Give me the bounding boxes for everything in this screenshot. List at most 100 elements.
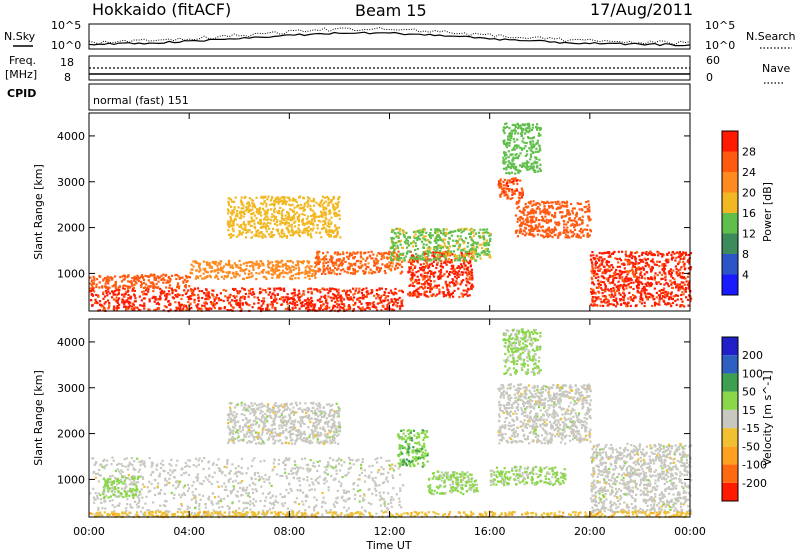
power-cell	[226, 309, 229, 312]
power-cell	[257, 302, 260, 305]
power-cell	[676, 294, 680, 297]
power-cell	[437, 235, 440, 238]
power-cell	[385, 256, 388, 259]
power-cell	[522, 209, 525, 212]
power-cell	[245, 206, 248, 209]
power-cell	[639, 273, 642, 276]
power-cell	[559, 231, 562, 234]
power-cell	[351, 299, 355, 302]
power-cell	[316, 290, 319, 293]
power-cell	[303, 204, 306, 207]
power-cell	[107, 299, 110, 302]
power-cell	[546, 233, 549, 236]
power-cell	[541, 229, 544, 232]
power-cell	[232, 223, 235, 226]
power-cell	[393, 297, 396, 301]
power-cell	[629, 278, 632, 281]
power-cell	[592, 292, 595, 295]
power-cell	[312, 200, 315, 203]
power-cell	[523, 213, 526, 216]
power-cell	[625, 280, 628, 283]
power-cell	[340, 269, 343, 272]
power-cell	[574, 214, 577, 217]
power-cell	[461, 273, 464, 276]
power-cell	[671, 250, 674, 254]
power-cell	[384, 297, 387, 300]
power-cell	[666, 253, 669, 256]
power-cell	[547, 213, 550, 216]
power-cell	[465, 279, 468, 282]
power-cell	[520, 134, 523, 138]
power-cell	[175, 289, 178, 292]
power-cell	[638, 300, 641, 303]
power-cell	[254, 227, 257, 230]
power-cell	[665, 261, 669, 264]
power-cell	[308, 266, 311, 269]
power-cell	[265, 202, 268, 205]
power-cell	[535, 147, 538, 150]
power-cell	[267, 208, 270, 211]
power-cell	[529, 153, 533, 156]
power-cell	[620, 262, 624, 266]
power-cell	[591, 251, 594, 254]
power-cell	[415, 244, 418, 247]
power-cell	[616, 289, 619, 292]
power-cell	[296, 293, 299, 297]
power-cell	[531, 204, 534, 207]
power-cell	[438, 251, 441, 254]
power-cell	[210, 302, 213, 305]
power-cell	[598, 251, 601, 255]
power-cell	[640, 276, 643, 279]
power-cell	[573, 226, 576, 229]
power-cell	[536, 128, 539, 131]
power-cell	[391, 241, 394, 244]
power-cell	[304, 302, 307, 306]
power-cell	[177, 301, 180, 304]
power-cell	[246, 202, 249, 205]
power-cell	[589, 254, 592, 257]
power-cell	[269, 222, 272, 225]
power-cell	[380, 294, 383, 297]
freq-tick-low: 8	[64, 71, 71, 84]
power-cell	[336, 252, 340, 255]
power-cell	[292, 232, 295, 235]
power-cell	[424, 266, 427, 269]
power-cell	[677, 269, 680, 272]
power-cell	[176, 293, 179, 296]
power-cell	[233, 200, 236, 203]
power-cell	[634, 251, 637, 254]
power-cell	[520, 148, 524, 151]
power-cell	[433, 246, 436, 249]
power-cell	[94, 298, 97, 301]
power-cell	[265, 223, 268, 226]
power-cell	[186, 309, 189, 312]
nsky-tick-high: 10^5	[51, 19, 81, 32]
power-cell	[284, 263, 287, 266]
power-cell	[89, 287, 92, 290]
power-cell	[450, 250, 453, 253]
power-cell	[401, 246, 404, 249]
power-cell	[229, 198, 233, 201]
power-cell	[216, 293, 219, 296]
power-cell	[427, 286, 430, 289]
power-cell	[303, 213, 306, 217]
power-cell	[89, 290, 92, 293]
power-cell	[371, 289, 374, 293]
power-cell	[251, 219, 254, 222]
power-cell	[600, 256, 603, 259]
power-cell	[242, 212, 245, 215]
power-cell	[125, 307, 129, 310]
power-cell	[267, 195, 270, 198]
power-cell	[533, 234, 536, 237]
power-cell	[594, 276, 597, 279]
power-cell	[282, 269, 285, 272]
power-cell	[411, 271, 414, 274]
power-cell	[627, 277, 630, 280]
power-cell	[297, 261, 300, 264]
power-cell	[446, 250, 449, 253]
power-cell	[222, 265, 226, 268]
power-cell	[436, 257, 439, 260]
power-y-tick-label: 3000	[57, 176, 85, 189]
power-cell	[360, 256, 363, 259]
power-cell	[232, 219, 235, 222]
